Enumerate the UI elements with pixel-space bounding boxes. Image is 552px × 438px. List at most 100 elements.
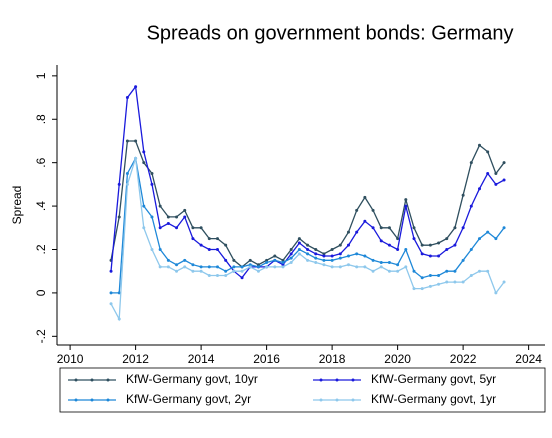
legend-marker bbox=[319, 378, 323, 382]
legend-marker bbox=[351, 398, 355, 402]
point bbox=[191, 263, 195, 267]
point bbox=[134, 85, 138, 89]
y-tick-label: .6 bbox=[34, 157, 48, 167]
point bbox=[420, 252, 424, 256]
point bbox=[428, 274, 432, 278]
point bbox=[289, 261, 293, 265]
point bbox=[142, 204, 146, 208]
point bbox=[158, 204, 162, 208]
point bbox=[477, 187, 481, 191]
point bbox=[199, 226, 203, 230]
point bbox=[150, 215, 154, 219]
point bbox=[224, 274, 228, 278]
point bbox=[379, 226, 383, 230]
point bbox=[453, 280, 457, 284]
point bbox=[396, 269, 400, 273]
point bbox=[437, 241, 441, 245]
point bbox=[322, 252, 326, 256]
point bbox=[363, 195, 367, 199]
point bbox=[134, 139, 138, 143]
y-tick-label: -.2 bbox=[34, 329, 48, 343]
legend-marker bbox=[90, 398, 94, 402]
point bbox=[281, 258, 285, 262]
legend-marker bbox=[74, 378, 78, 382]
point bbox=[445, 237, 449, 241]
point bbox=[412, 226, 416, 230]
legend-marker bbox=[74, 398, 78, 402]
point bbox=[306, 252, 310, 256]
point bbox=[494, 182, 498, 186]
point bbox=[117, 291, 121, 295]
point bbox=[109, 291, 113, 295]
point bbox=[453, 243, 457, 247]
point bbox=[273, 258, 277, 262]
y-tick-label: 1 bbox=[34, 72, 48, 79]
point bbox=[314, 247, 318, 251]
point bbox=[175, 226, 179, 230]
legend-label: KfW-Germany govt, 1yr bbox=[371, 392, 496, 406]
point bbox=[428, 243, 432, 247]
point bbox=[469, 204, 473, 208]
point bbox=[207, 274, 211, 278]
point bbox=[191, 269, 195, 273]
point bbox=[322, 258, 326, 262]
point bbox=[371, 208, 375, 212]
point bbox=[175, 269, 179, 273]
point bbox=[191, 226, 195, 230]
point bbox=[142, 161, 146, 165]
point bbox=[150, 182, 154, 186]
y-tick-label: .8 bbox=[34, 114, 48, 124]
point bbox=[346, 263, 350, 267]
point bbox=[355, 252, 359, 256]
point bbox=[273, 265, 277, 269]
point bbox=[142, 226, 146, 230]
point bbox=[281, 261, 285, 265]
x-tick-label: 2024 bbox=[515, 352, 542, 366]
point bbox=[346, 230, 350, 234]
point bbox=[150, 172, 154, 176]
point bbox=[125, 96, 129, 100]
point bbox=[379, 239, 383, 243]
point bbox=[199, 265, 203, 269]
point bbox=[502, 178, 506, 182]
point bbox=[265, 258, 269, 262]
y-tick-label: .2 bbox=[34, 244, 48, 254]
point bbox=[396, 237, 400, 241]
point bbox=[322, 263, 326, 267]
point bbox=[387, 243, 391, 247]
point bbox=[232, 258, 236, 262]
point bbox=[379, 261, 383, 265]
point bbox=[158, 265, 162, 269]
y-tick-label: .4 bbox=[34, 201, 48, 211]
point bbox=[224, 243, 228, 247]
x-tick-label: 2016 bbox=[253, 352, 280, 366]
point bbox=[215, 247, 219, 251]
point bbox=[248, 265, 252, 269]
point bbox=[306, 258, 310, 262]
legend-label: KfW-Germany govt, 2yr bbox=[126, 392, 251, 406]
point bbox=[404, 204, 408, 208]
chart-title: Spreads on government bonds: Germany bbox=[147, 22, 514, 44]
point bbox=[404, 265, 408, 269]
point bbox=[445, 280, 449, 284]
point bbox=[314, 252, 318, 256]
point bbox=[125, 139, 129, 143]
series-line bbox=[110, 158, 505, 322]
point bbox=[248, 263, 252, 267]
point bbox=[420, 287, 424, 291]
point bbox=[232, 269, 236, 273]
point bbox=[265, 261, 269, 265]
point bbox=[281, 263, 285, 267]
point bbox=[453, 226, 457, 230]
point bbox=[379, 265, 383, 269]
point bbox=[109, 269, 113, 273]
point bbox=[142, 150, 146, 154]
point bbox=[486, 150, 490, 154]
point bbox=[256, 269, 260, 273]
point bbox=[346, 254, 350, 258]
point bbox=[330, 247, 334, 251]
legend-marker bbox=[335, 378, 339, 382]
point bbox=[297, 252, 301, 256]
point bbox=[215, 265, 219, 269]
